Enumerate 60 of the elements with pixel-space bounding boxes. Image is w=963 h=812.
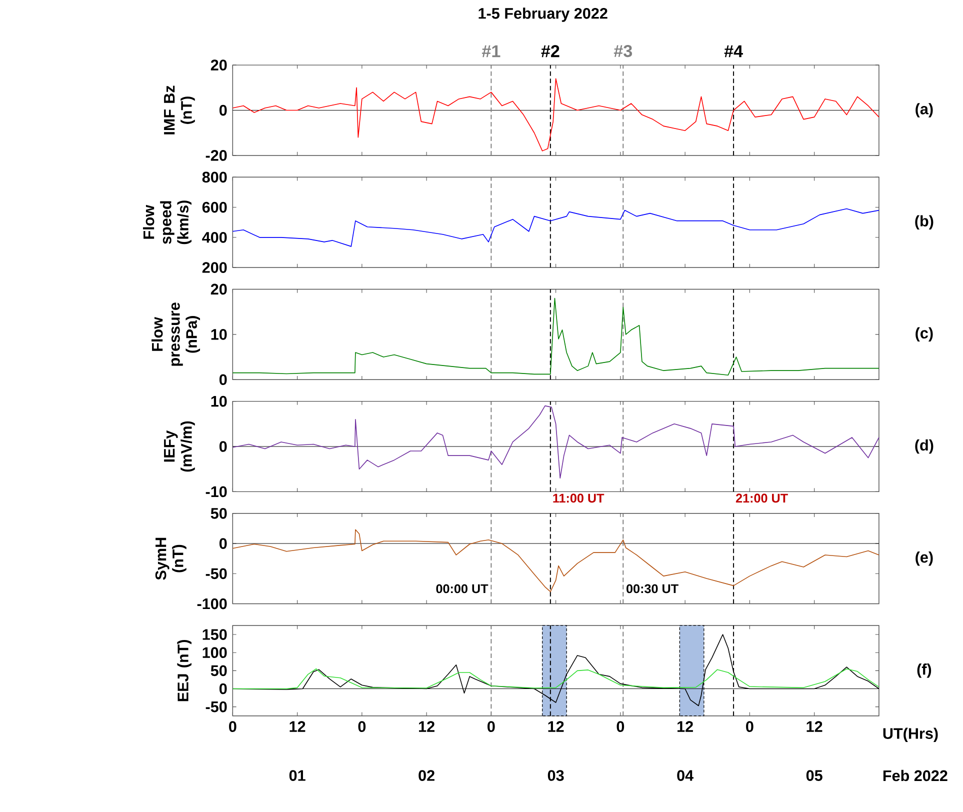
y-tick-label: 20 (210, 60, 227, 71)
annotation: 00:00 UT (436, 584, 488, 594)
text: (f) (917, 664, 932, 678)
y-tick-label: 10 (211, 329, 227, 340)
y-tick-label: 0 (219, 441, 227, 452)
y-tick-label: 10 (211, 396, 227, 407)
y-tick-label: 0 (219, 683, 227, 694)
y-tick-label: 50 (210, 665, 227, 676)
text: 02 (418, 770, 434, 782)
x-tick-label: 0 (616, 721, 624, 732)
text: 03 (548, 770, 564, 782)
y-tick-label: 0 (219, 374, 227, 386)
text: 01 (289, 770, 306, 782)
x-tick-label: 12 (290, 721, 306, 732)
y-tick-label: 50 (210, 508, 227, 519)
y-axis-title: Flow pressure (nPa) (152, 302, 200, 366)
chart-title: 1-5 February 2022 (478, 8, 608, 22)
text: (b) (915, 215, 934, 230)
y-tick-label: 800 (202, 172, 227, 183)
y-tick-label: 0 (219, 105, 227, 116)
x-tick-label: 0 (358, 721, 366, 732)
y-tick-label: 400 (202, 232, 227, 243)
text: (a) (916, 103, 933, 118)
x-tick-label: 12 (806, 721, 822, 732)
x-tick-label: 0 (746, 721, 754, 732)
y-tick-label: 0 (219, 538, 227, 550)
y-tick-label: 100 (202, 647, 227, 658)
y-tick-label: 600 (202, 202, 227, 213)
ref-line-label: #4 (724, 45, 743, 58)
y-tick-label: -50 (206, 702, 227, 712)
x-tick-label: 12 (548, 721, 564, 732)
y-tick-label: 20 (210, 284, 227, 295)
annotation: 11:00 UT (553, 494, 604, 503)
y-axis-title: EEJ (nT) (177, 640, 192, 702)
y-tick-label: 150 (202, 629, 227, 640)
annotation: 21:00 UT (736, 494, 788, 503)
x-tick-label: 12 (419, 721, 434, 732)
x-tick-label: 12 (678, 721, 693, 732)
annotation: 00:30 UT (626, 584, 678, 594)
ref-line-label: #2 (541, 45, 560, 58)
text: 04 (677, 770, 694, 782)
x-axis-title: UT(Hrs) (883, 728, 938, 742)
x-tick-label: 0 (229, 721, 236, 732)
y-axis-title: Flow speed (km/s) (142, 200, 192, 244)
y-tick-label: -20 (206, 150, 227, 162)
x-tick-label: 0 (488, 721, 495, 732)
ref-line-label: #3 (614, 45, 632, 58)
text: (d) (915, 440, 934, 454)
y-axis-title: IEFy (mV/m) (164, 421, 195, 472)
ref-line-label: #1 (482, 45, 500, 58)
y-tick-label: -100 (197, 598, 227, 610)
y-tick-label: -50 (206, 568, 227, 580)
y-tick-label: 200 (202, 262, 227, 274)
y-axis-title: IMF Bz (nT) (164, 86, 195, 134)
y-axis-title: SymH (nT) (155, 538, 186, 580)
text: (e) (916, 552, 933, 566)
y-tick-label: -10 (206, 486, 227, 498)
text: 05 (806, 770, 822, 782)
text: (c) (916, 327, 933, 342)
text: Feb 2022 (883, 770, 948, 782)
